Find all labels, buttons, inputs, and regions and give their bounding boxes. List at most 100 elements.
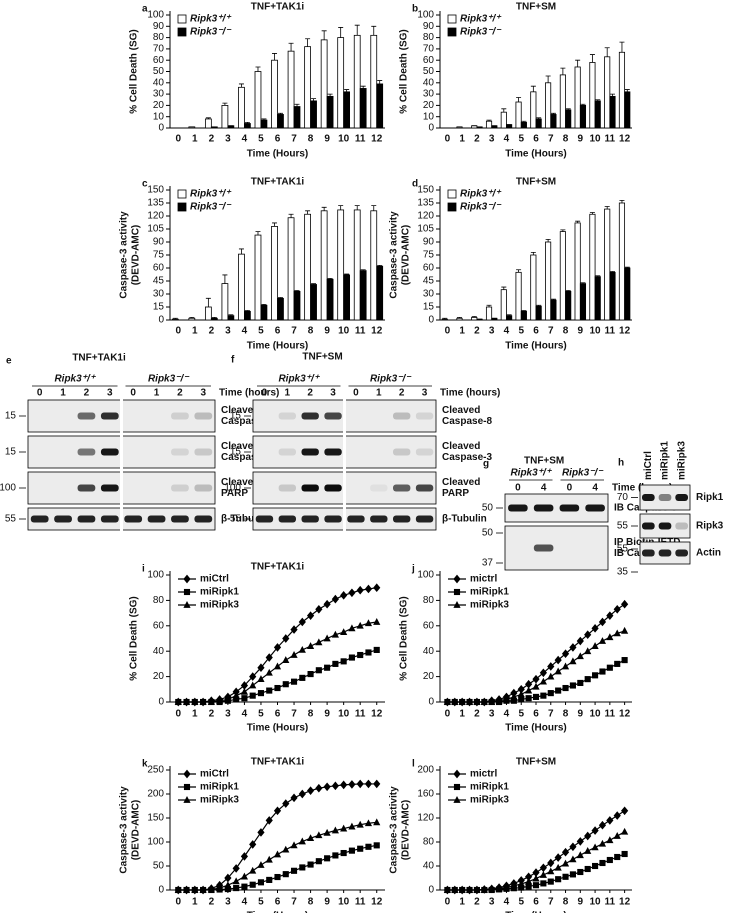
marker (532, 874, 540, 882)
lane-label: 0 (262, 388, 268, 399)
legend-label: Ripk3⁻/⁻ (460, 202, 502, 213)
marker (606, 633, 614, 641)
lane-label: 0 (567, 483, 573, 494)
marker (183, 601, 191, 608)
y-tick-label: 0 (158, 123, 164, 134)
x-tick-label: 1 (459, 897, 465, 908)
x-tick-label: 3 (489, 709, 495, 720)
y-axis-label: Caspase-3 activity (119, 786, 130, 874)
y-tick-label: 150 (417, 185, 434, 196)
marker (315, 638, 323, 646)
marker (232, 691, 240, 699)
bar (353, 209, 361, 321)
x-axis-label: Time (Hours) (505, 723, 567, 734)
marker (257, 690, 265, 697)
x-tick-label: 3 (489, 134, 495, 145)
error-bar (610, 93, 616, 97)
blot-band (171, 412, 189, 420)
marker (539, 668, 547, 678)
x-tick-label: 2 (474, 134, 480, 145)
error-bar (371, 205, 377, 211)
panel-letter: f (231, 355, 235, 366)
marker (298, 617, 306, 627)
marker (257, 663, 265, 673)
error-bar (205, 117, 211, 119)
legend-label: miRipk3 (470, 795, 509, 806)
bar (589, 62, 596, 129)
x-tick-label: 6 (275, 326, 281, 337)
lane-label: 2 (399, 388, 405, 399)
marker (562, 684, 569, 692)
y-tick-label: 135 (417, 198, 434, 209)
y-tick-label: 0 (428, 123, 434, 134)
marker (584, 630, 592, 640)
y-tick-label: 90 (423, 237, 435, 248)
lane-label: 3 (107, 388, 113, 399)
x-tick-label: 10 (338, 326, 350, 337)
x-tick-label: 12 (371, 134, 383, 145)
legend-label: Ripk3⁻/⁻ (190, 202, 232, 213)
marker (598, 820, 607, 830)
error-bar (238, 83, 244, 88)
legend-label: miRipk1 (200, 782, 239, 793)
marker (315, 667, 322, 674)
error-bar (589, 212, 595, 215)
marker (458, 698, 466, 705)
x-tick-label: 7 (291, 134, 297, 145)
y-tick-label: 30 (423, 89, 435, 100)
marker (274, 873, 281, 881)
bar (604, 56, 611, 129)
x-tick-label: 0 (445, 709, 451, 720)
marker (569, 871, 576, 878)
blot-band (301, 448, 319, 456)
marker (480, 886, 488, 893)
error-bar (580, 282, 586, 284)
marker (547, 878, 554, 885)
blot-band (77, 448, 96, 456)
x-tick-label: 6 (275, 709, 281, 720)
marker (443, 698, 451, 705)
bar (221, 283, 229, 321)
lane-label: 0 (515, 483, 521, 494)
marker (495, 884, 503, 892)
mw-marker: 50 (482, 503, 494, 514)
bar (624, 91, 631, 129)
y-tick-label: 40 (423, 77, 435, 88)
bar (238, 86, 245, 129)
marker (324, 664, 331, 671)
blot-band (675, 494, 688, 501)
bar (337, 37, 345, 129)
marker (561, 859, 570, 867)
marker (290, 678, 298, 685)
marker (356, 779, 364, 789)
x-tick-label: 10 (338, 897, 350, 908)
marker (191, 886, 199, 893)
bar (545, 241, 552, 321)
error-bar (344, 273, 350, 275)
marker (257, 675, 265, 683)
error-bar (228, 314, 234, 316)
blot-band (508, 504, 528, 512)
marker (282, 656, 290, 663)
marker (323, 599, 331, 609)
bar (550, 299, 557, 321)
y-tick-label: 250 (147, 765, 164, 776)
error-bar (244, 310, 250, 312)
error-bar (172, 317, 178, 320)
mw-marker: 15 (230, 411, 242, 422)
error-bar (222, 102, 228, 106)
marker (315, 831, 323, 839)
bar (618, 202, 626, 321)
error-bar (288, 42, 294, 52)
error-bar (521, 310, 527, 312)
error-bar (354, 24, 360, 36)
marker (532, 682, 540, 690)
x-tick-label: 9 (324, 134, 330, 145)
marker (183, 796, 191, 803)
marker (569, 842, 577, 852)
marker (365, 649, 372, 656)
y-tick-label: 100 (417, 570, 434, 581)
legend-label: Ripk3⁻/⁻ (190, 27, 232, 38)
error-bar (536, 117, 542, 119)
bar (271, 59, 278, 129)
